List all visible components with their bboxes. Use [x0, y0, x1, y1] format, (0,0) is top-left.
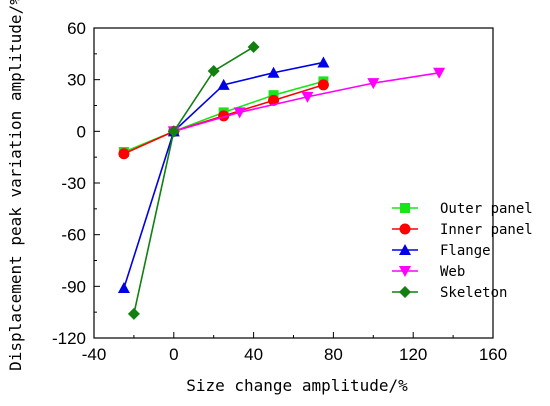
data-point-web [233, 107, 246, 119]
legend-label-flange: Flange [440, 243, 491, 259]
y-tick-label: -90 [61, 277, 86, 296]
series-line-skeleton [133, 46, 255, 315]
legend-item-web: Web [392, 264, 465, 280]
data-point-web [301, 91, 314, 103]
y-tick-label: 0 [77, 122, 86, 141]
x-tick-label: 160 [479, 345, 507, 364]
series-layer [117, 40, 446, 320]
data-point-web [433, 67, 446, 79]
series-line-flange [123, 61, 324, 289]
x-tick-label: -40 [82, 345, 107, 364]
legend-label-inner-panel: Inner panel [440, 222, 533, 238]
x-tick-label: 40 [244, 345, 263, 364]
data-point-inner-panel [118, 148, 130, 160]
series-line-web [173, 71, 440, 133]
x-tick-label: 120 [399, 345, 427, 364]
series-inner-panel [118, 79, 329, 160]
y-tick-label: -60 [61, 226, 86, 245]
series-skeleton [127, 40, 260, 320]
axis-ticks [93, 27, 494, 339]
data-point-flange [217, 78, 230, 90]
legend-label-web: Web [440, 264, 465, 280]
legend-label-outer-panel: Outer panel [440, 201, 533, 217]
legend-marker-inner-panel [399, 223, 411, 235]
legend-marker-outer-panel [400, 203, 410, 213]
legend-marker-flange [399, 244, 411, 255]
y-tick-label: -30 [61, 174, 86, 193]
data-point-skeleton [167, 125, 180, 138]
data-point-skeleton [127, 307, 140, 320]
x-axis-label: Size change amplitude/% [186, 376, 408, 395]
legend-item-inner-panel: Inner panel [392, 222, 533, 238]
y-tick-label: 60 [67, 19, 86, 38]
y-axis-label: Displacement peak variation amplitude/% [6, 0, 25, 371]
x-tick-label: 0 [169, 345, 178, 364]
x-tick-label: 80 [324, 345, 343, 364]
data-point-skeleton [207, 65, 220, 78]
legend-marker-web [399, 266, 411, 277]
data-point-flange [117, 282, 130, 294]
legend-item-outer-panel: Outer panel [392, 201, 533, 217]
legend: Outer panel Inner panel Flange Web Skeleton [392, 201, 533, 301]
legend-marker-skeleton [399, 286, 411, 298]
series-flange [117, 56, 330, 294]
data-point-inner-panel [268, 94, 280, 106]
data-point-inner-panel [317, 79, 329, 91]
data-point-flange [317, 56, 330, 68]
data-point-flange [267, 66, 280, 78]
y-tick-label: 30 [67, 71, 86, 90]
data-point-web [367, 78, 380, 90]
axis-tick-labels: -40 0 40 80 120 160 -120 -90 -60 -30 0 30 60 [52, 19, 507, 364]
data-point-skeleton [247, 40, 260, 53]
legend-label-skeleton: Skeleton [440, 285, 507, 301]
y-tick-label: -120 [52, 329, 86, 348]
legend-item-flange: Flange [392, 243, 491, 259]
legend-item-skeleton: Skeleton [392, 285, 507, 301]
